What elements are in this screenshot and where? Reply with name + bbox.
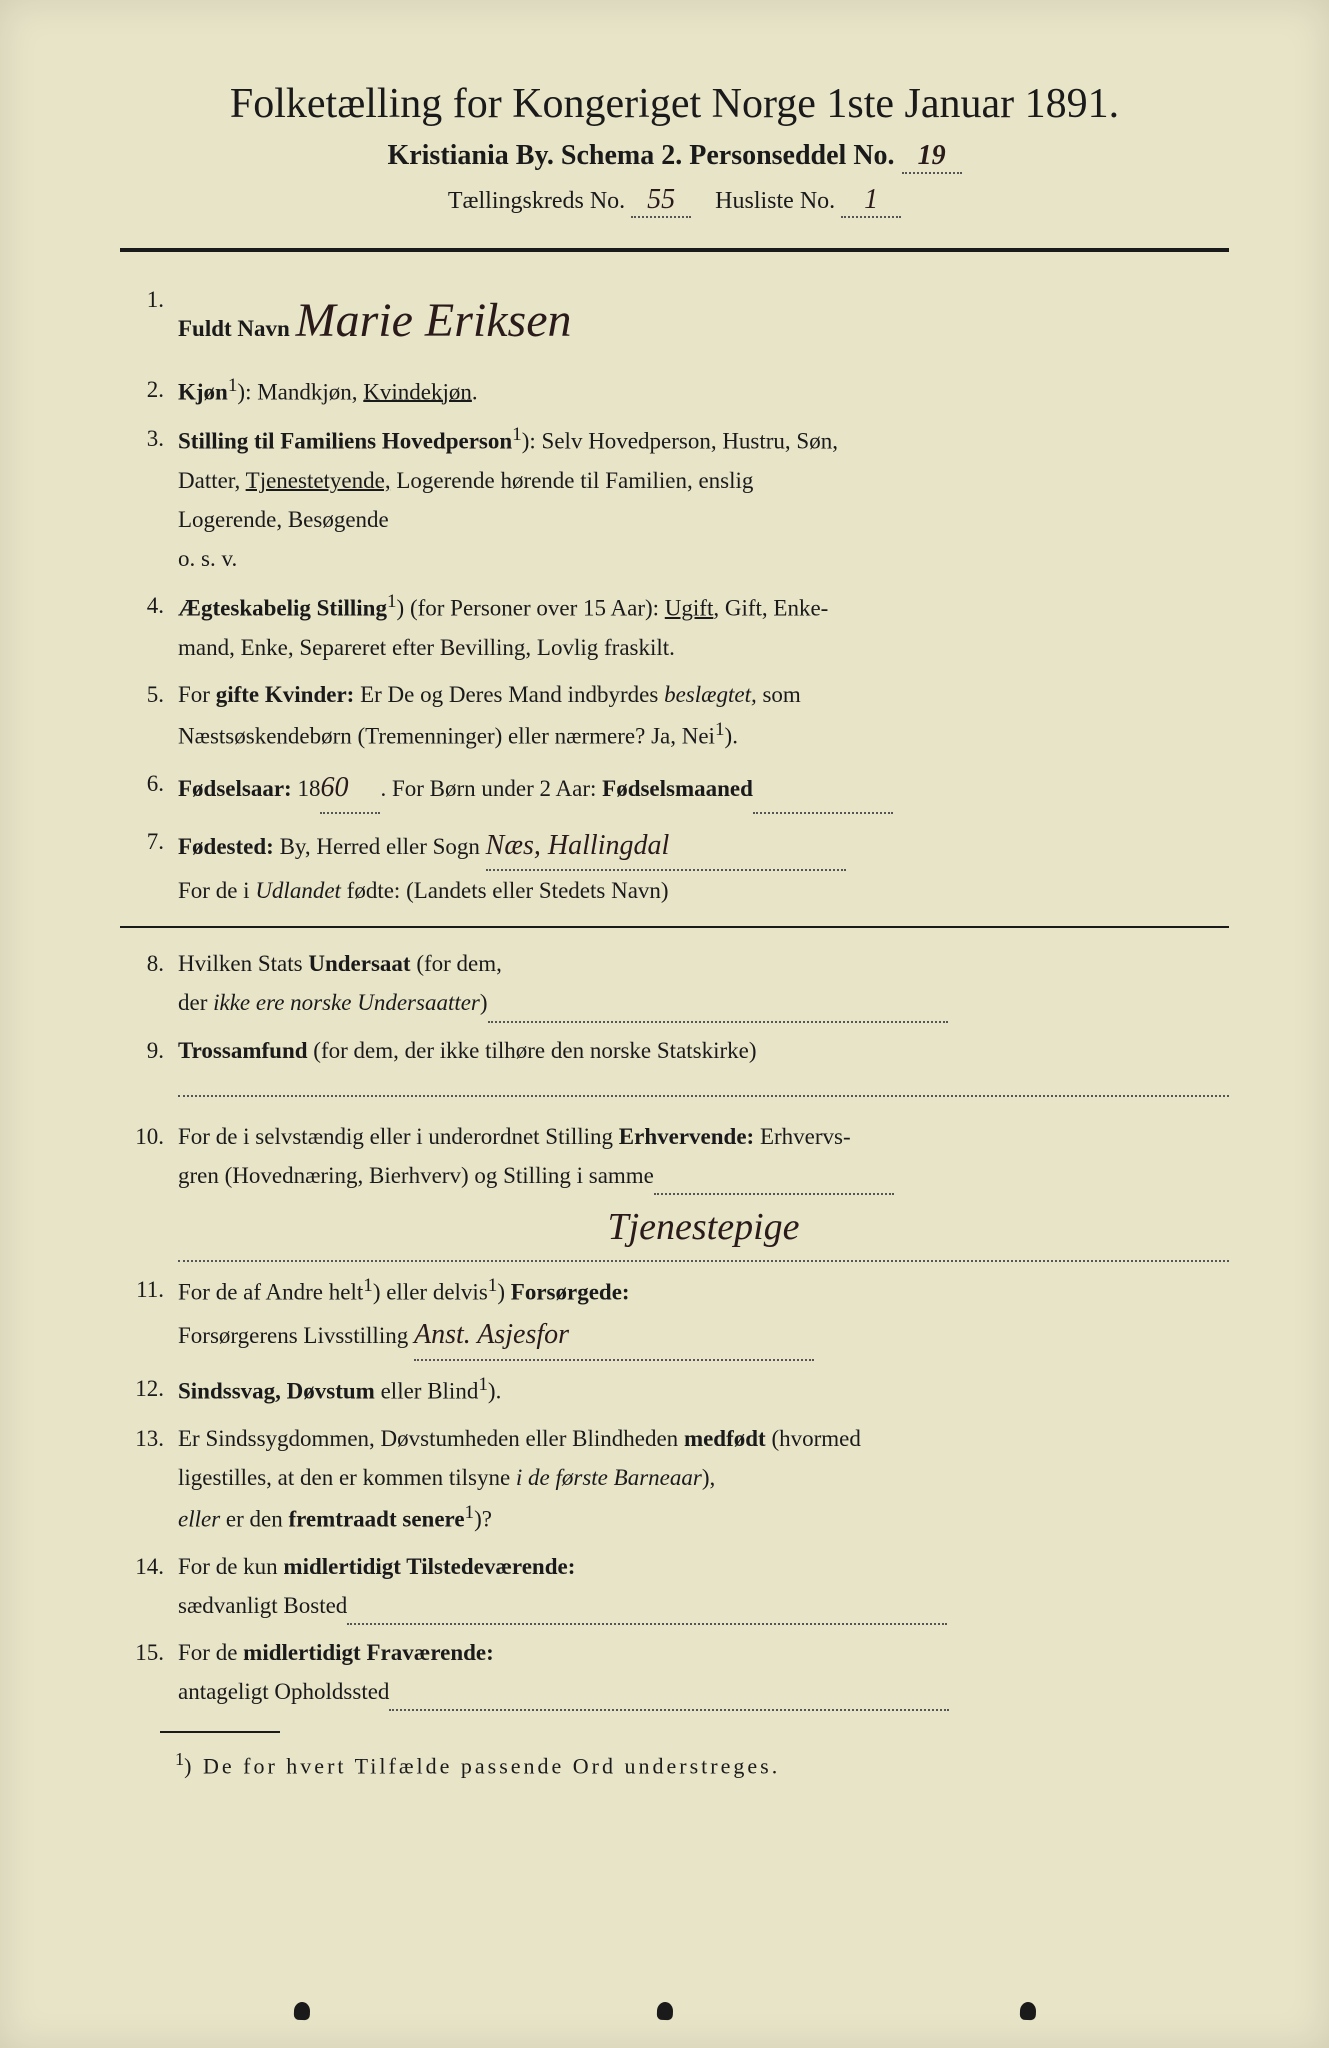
q9-content: Trossamfund (for dem, der ikke tilhøre d…: [178, 1031, 1229, 1109]
q13-num: 13.: [120, 1419, 178, 1539]
q6-content: Fødselsaar: 1860. For Børn under 2 Aar: …: [178, 764, 1229, 814]
q4-num: 4.: [120, 586, 178, 667]
q12-row: 12. Sindssvag, Døvstum eller Blind1).: [120, 1369, 1229, 1411]
q8-content: Hvilken Stats Undersaat (for dem, der ik…: [178, 944, 1229, 1022]
q7-label: Fødested:: [178, 834, 274, 859]
q2-row: 2. Kjøn1): Mandkjøn, Kvindekjøn.: [120, 370, 1229, 412]
husliste-label: Husliste No.: [715, 188, 835, 214]
q8-num: 8.: [120, 944, 178, 1022]
q6-row: 6. Fødselsaar: 1860. For Børn under 2 Aa…: [120, 764, 1229, 814]
binding-holes: [0, 2002, 1329, 2020]
footnote: 1) De for hvert Tilfælde passende Ord un…: [120, 1749, 1229, 1779]
q14-row: 14. For de kun midlertidigt Tilstedevære…: [120, 1547, 1229, 1625]
q11-num: 11.: [120, 1270, 178, 1361]
q8-row: 8. Hvilken Stats Undersaat (for dem, der…: [120, 944, 1229, 1022]
q12-label: Sindssvag, Døvstum: [178, 1379, 375, 1404]
birth-year: 60: [320, 764, 380, 814]
q2-selected: Kvindekjøn: [363, 379, 472, 404]
q4-content: Ægteskabelig Stilling1) (for Personer ov…: [178, 586, 1229, 667]
q1-num: 1.: [120, 280, 178, 362]
hole-icon: [293, 2002, 310, 2021]
form-header: Folketælling for Kongeriget Norge 1ste J…: [120, 80, 1229, 218]
q1-row: 1. Fuldt Navn Marie Eriksen: [120, 280, 1229, 362]
husliste-no: 1: [841, 184, 901, 218]
q11-row: 11. For de af Andre helt1) eller delvis1…: [120, 1270, 1229, 1361]
q15-content: For de midlertidigt Fraværende: antageli…: [178, 1633, 1229, 1711]
q6-num: 6.: [120, 764, 178, 814]
q2-label: Kjøn: [178, 379, 228, 404]
q12-content: Sindssvag, Døvstum eller Blind1).: [178, 1369, 1229, 1411]
provider-value: Anst. Asjesfor: [414, 1311, 814, 1361]
q1-content: Fuldt Navn Marie Eriksen: [178, 280, 1229, 362]
q2-num: 2.: [120, 370, 178, 412]
subtitle-line: Kristiania By. Schema 2. Personseddel No…: [120, 140, 1229, 174]
q5-content: For gifte Kvinder: Er De og Deres Mand i…: [178, 675, 1229, 756]
q3-selected: Tjenestetyende,: [246, 468, 391, 493]
q13-content: Er Sindssygdommen, Døvstumheden eller Bl…: [178, 1419, 1229, 1539]
q7-num: 7.: [120, 822, 178, 911]
birthplace-value: Næs, Hallingdal: [486, 822, 846, 872]
hole-icon: [1019, 2002, 1036, 2021]
kreds-label: Tællingskreds No.: [448, 188, 625, 214]
full-name-value: Marie Eriksen: [296, 294, 572, 347]
subsub-line: Tællingskreds No. 55 Husliste No. 1: [120, 184, 1229, 218]
q4-row: 4. Ægteskabelig Stilling1) (for Personer…: [120, 586, 1229, 667]
q11-content: For de af Andre helt1) eller delvis1) Fo…: [178, 1270, 1229, 1361]
q10-content: For de i selvstændig eller i underordnet…: [178, 1117, 1229, 1262]
q14-num: 14.: [120, 1547, 178, 1625]
q6-label: Fødselsaar:: [178, 776, 292, 801]
q15-row: 15. For de midlertidigt Fraværende: anta…: [120, 1633, 1229, 1711]
q9-row: 9. Trossamfund (for dem, der ikke tilhør…: [120, 1031, 1229, 1109]
subtitle-prefix: Kristiania By. Schema 2. Personseddel No…: [387, 140, 894, 171]
q4-selected: Ugift: [665, 596, 714, 621]
q3-content: Stilling til Familiens Hovedperson1): Se…: [178, 419, 1229, 578]
q13-row: 13. Er Sindssygdommen, Døvstumheden elle…: [120, 1419, 1229, 1539]
q5-row: 5. For gifte Kvinder: Er De og Deres Man…: [120, 675, 1229, 756]
q7-content: Fødested: By, Herred eller Sogn Næs, Hal…: [178, 822, 1229, 911]
hole-icon: [656, 2002, 673, 2021]
divider-mid: [120, 926, 1229, 928]
q1-label: Fuldt Navn: [178, 316, 290, 341]
q10-row: 10. For de i selvstændig eller i underor…: [120, 1117, 1229, 1262]
q10-num: 10.: [120, 1117, 178, 1262]
q15-num: 15.: [120, 1633, 178, 1711]
q5-num: 5.: [120, 675, 178, 756]
occupation-value: Tjenestepige: [607, 1206, 799, 1248]
kreds-no: 55: [631, 184, 691, 218]
q12-num: 12.: [120, 1369, 178, 1411]
divider-top: [120, 248, 1229, 252]
q2-content: Kjøn1): Mandkjøn, Kvindekjøn.: [178, 370, 1229, 412]
q14-content: For de kun midlertidigt Tilstedeværende:…: [178, 1547, 1229, 1625]
q7-row: 7. Fødested: By, Herred eller Sogn Næs, …: [120, 822, 1229, 911]
q3-num: 3.: [120, 419, 178, 578]
footnote-rule: [160, 1731, 280, 1733]
census-form-page: Folketælling for Kongeriget Norge 1ste J…: [0, 0, 1329, 2048]
q9-label: Trossamfund: [178, 1038, 308, 1063]
q9-num: 9.: [120, 1031, 178, 1109]
personseddel-no: 19: [902, 140, 962, 174]
q3-row: 3. Stilling til Familiens Hovedperson1):…: [120, 419, 1229, 578]
q3-label: Stilling til Familiens Hovedperson: [178, 429, 512, 454]
main-title: Folketælling for Kongeriget Norge 1ste J…: [120, 80, 1229, 128]
q4-label: Ægteskabelig Stilling: [178, 596, 387, 621]
